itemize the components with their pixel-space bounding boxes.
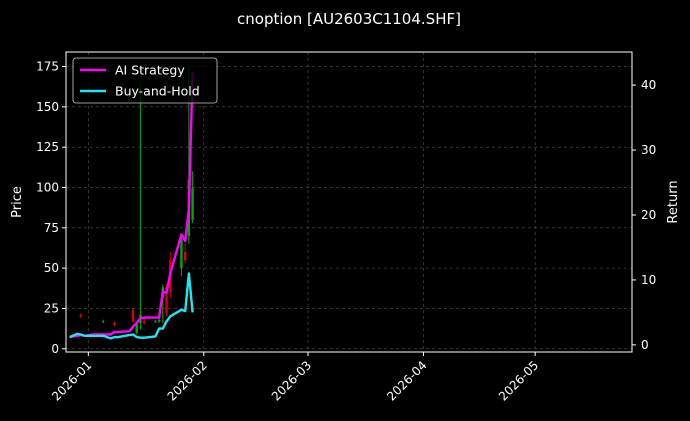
legend: AI Strategy Buy-and-Hold [72,57,218,104]
y-tick-label: 75 [44,221,59,235]
candle-body [180,239,183,269]
legend-label: AI Strategy [115,63,185,78]
y-tick-label: 100 [36,180,59,194]
series-lines [69,72,194,340]
candle-body [154,321,157,323]
candle-body [102,321,105,323]
y-tick-label: 25 [44,301,59,315]
chart-title: cnoption [AU2603C1104.SHF] [237,10,461,28]
y-tick-label: 150 [36,100,59,114]
y-axis-label-right: Return [666,180,681,223]
candle-body [165,287,168,314]
y-tick-label: 175 [36,60,59,74]
y-tick-label: 125 [36,140,59,154]
y-right-tick-label: 10 [641,273,656,287]
candle-body [142,321,146,323]
y-tick-label: 0 [51,342,59,356]
x-tick-label: 2026-02 [165,358,210,403]
y-axis-label: Price [10,186,25,218]
left-axis-ticks: 0 25 50 75 100 125 150 175 [36,60,66,356]
y-tick-label: 50 [44,261,59,275]
candle-body [157,319,161,322]
plot-frame [65,51,633,353]
candle-body [79,314,83,317]
y-right-tick-label: 0 [641,338,649,352]
candle-body [131,310,135,322]
x-tick-label: 2026-05 [496,358,541,403]
right-axis-ticks: 0 10 20 30 40 [632,78,656,352]
x-tick-label: 2026-01 [49,358,94,403]
series-line [69,272,194,340]
candle-body [191,187,194,220]
x-tick-label: 2026-04 [384,358,429,403]
candle-body [183,252,187,261]
candle-body [113,322,116,325]
candle-body [135,322,138,333]
grid [66,52,632,352]
y-right-tick-label: 40 [641,78,656,92]
x-tick-label: 2026-03 [269,358,314,403]
x-axis-ticks: 2026-01 2026-02 2026-03 2026-04 2026-05 [49,352,541,404]
y-right-tick-label: 20 [641,208,656,222]
legend-box [72,57,218,104]
y-right-tick-label: 30 [641,143,656,157]
legend-label: Buy-and-Hold [115,84,200,99]
